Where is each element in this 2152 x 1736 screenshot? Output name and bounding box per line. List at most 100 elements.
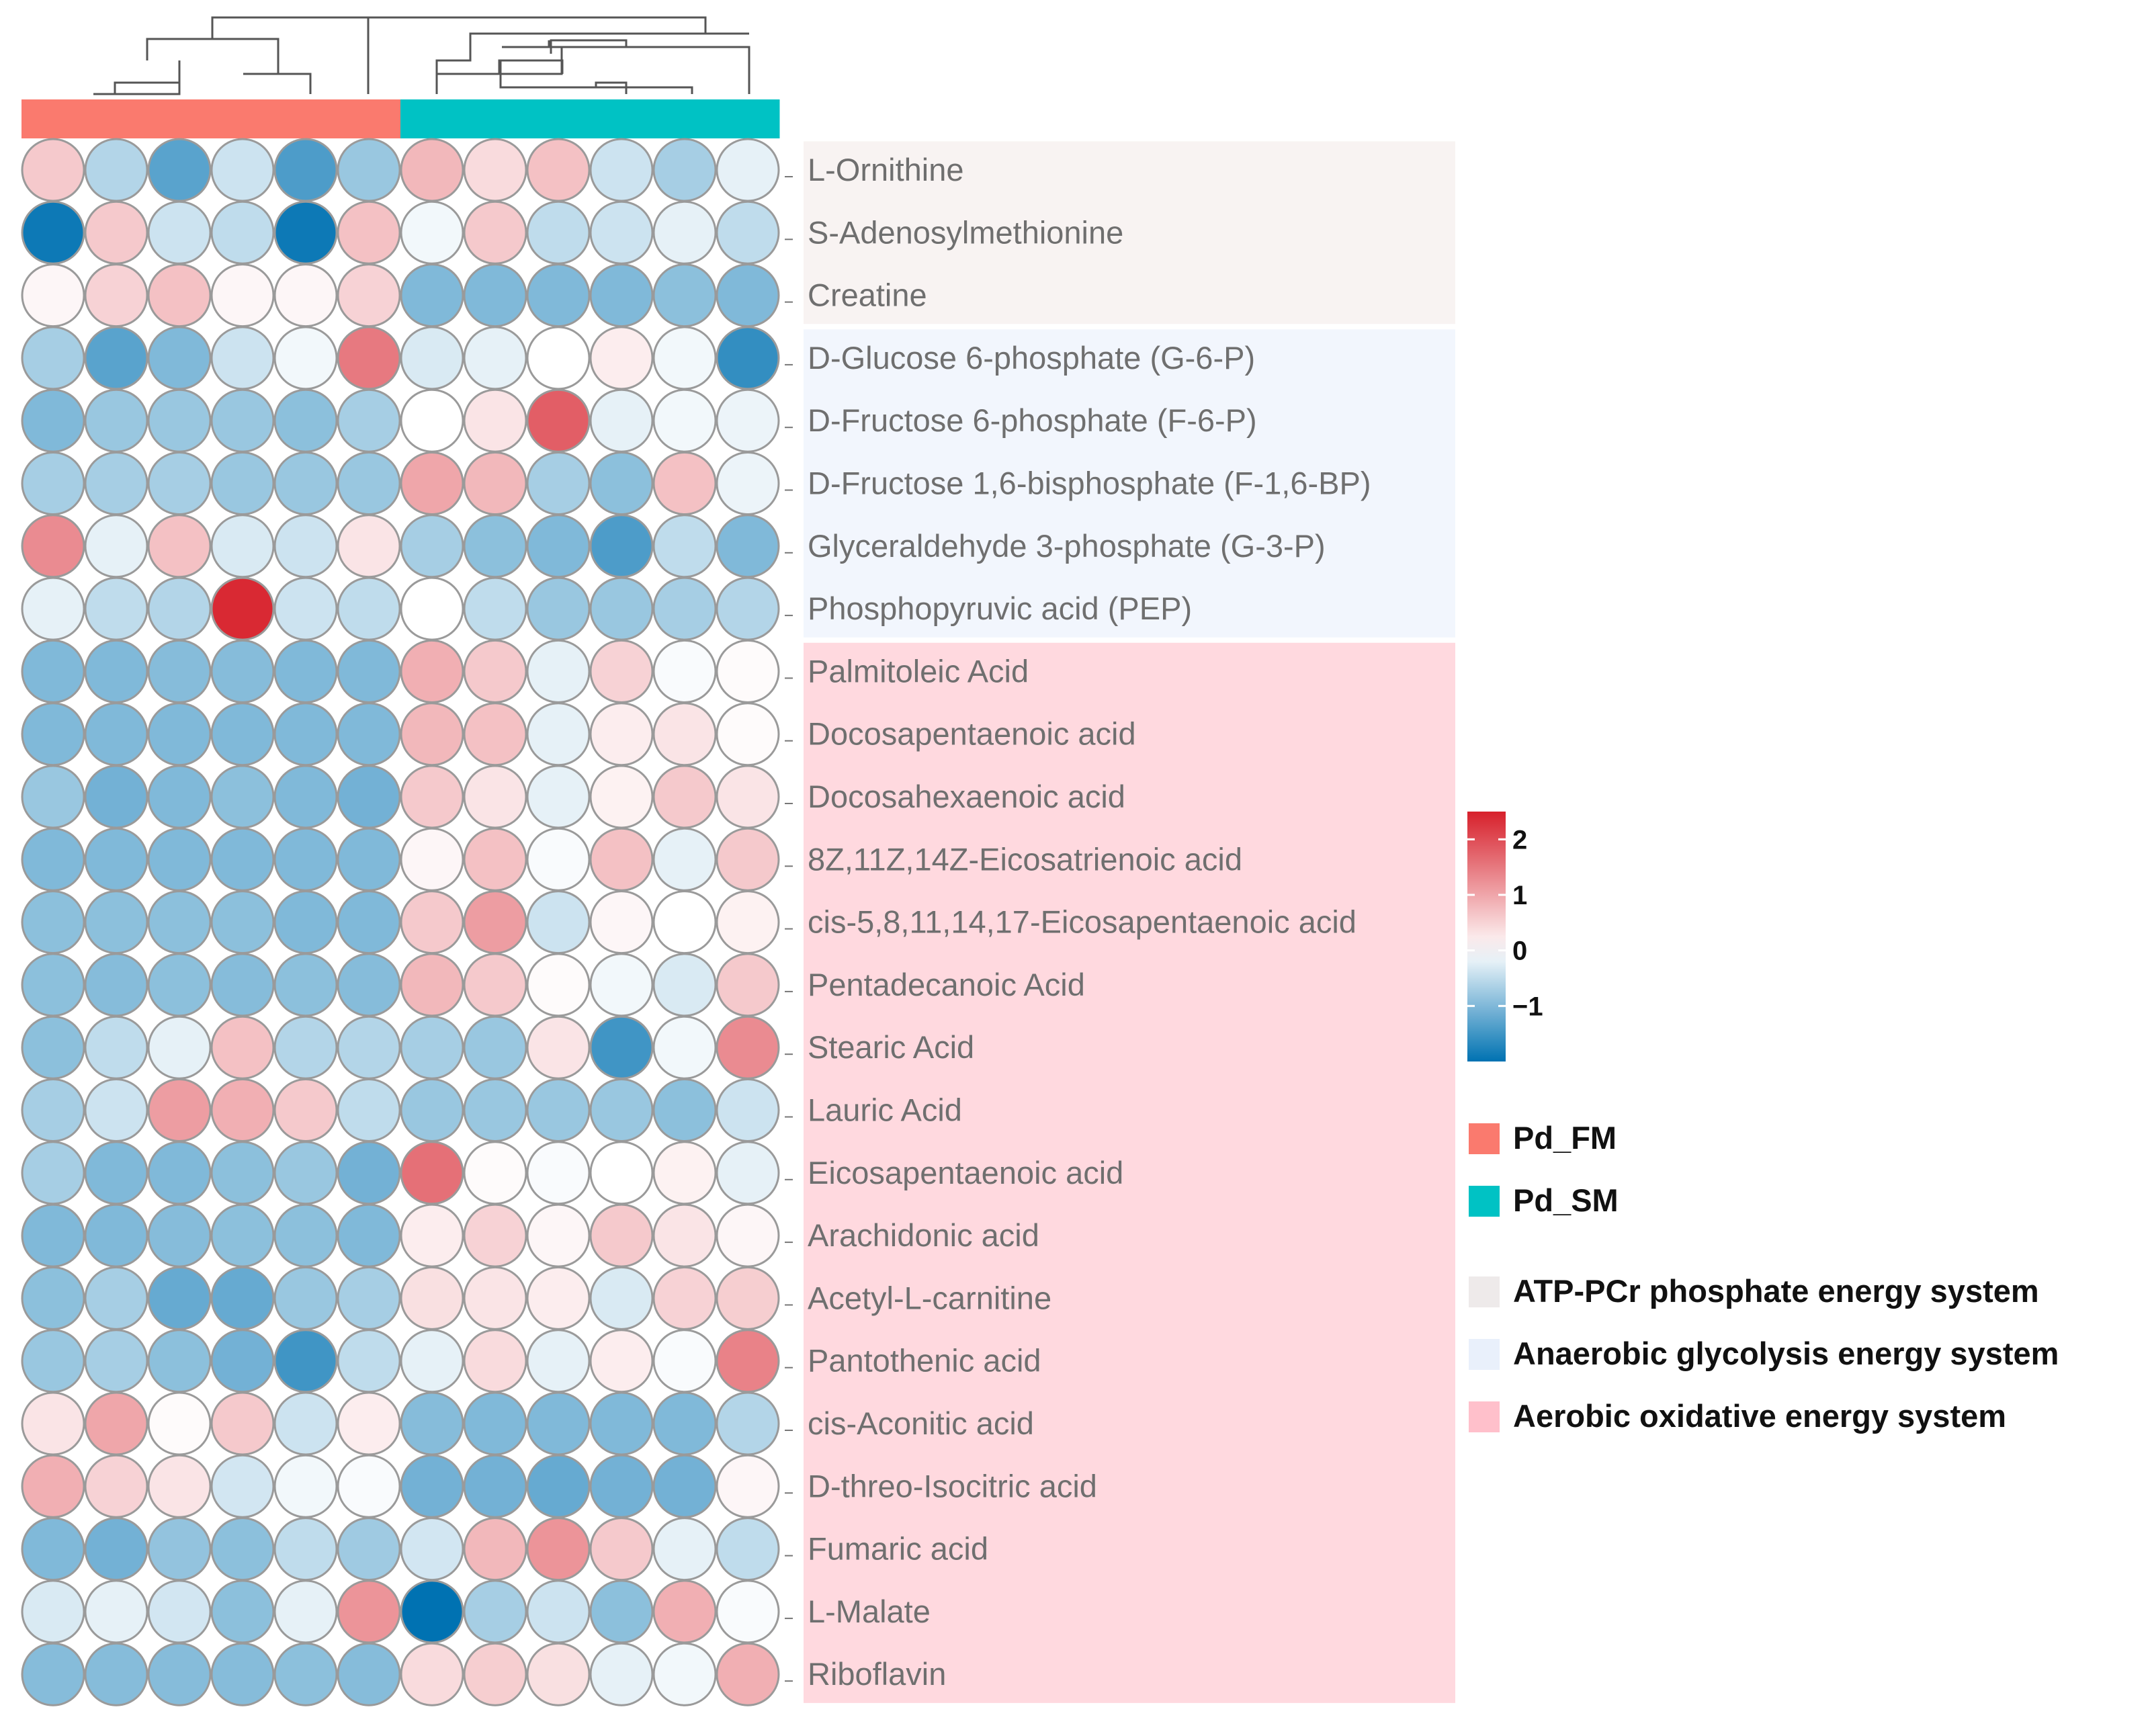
heatmap-cell xyxy=(463,1391,527,1456)
heatmap-cell xyxy=(589,702,654,767)
heatmap-cell xyxy=(652,138,717,202)
heatmap-cell xyxy=(652,1078,717,1142)
heatmap-cell xyxy=(337,1579,401,1644)
heatmap-cell xyxy=(400,827,464,892)
dendrogram-branch xyxy=(278,16,750,94)
group-bar-segment xyxy=(653,99,717,138)
heatmap-cell xyxy=(337,1078,401,1142)
heatmap-cell xyxy=(210,639,275,703)
heatmap-cell xyxy=(84,388,148,453)
heatmap-cell xyxy=(273,1579,338,1644)
heatmap-cell xyxy=(337,890,401,955)
heatmap-cell xyxy=(337,827,401,892)
legend-label: Pd_FM xyxy=(1513,1120,1617,1156)
heatmap-cell xyxy=(716,1329,780,1393)
heatmap-cell xyxy=(273,1329,338,1393)
heatmap-cell xyxy=(652,1454,717,1518)
metabolite-label: cis-5,8,11,14,17-Eicosapentaenoic acid xyxy=(808,904,1357,940)
heatmap-cell xyxy=(400,1078,464,1142)
heatmap-cell xyxy=(526,200,591,265)
heatmap-cell xyxy=(400,1642,464,1706)
heatmap-cell xyxy=(21,576,85,641)
heatmap-cell xyxy=(84,1141,148,1205)
heatmap-cell xyxy=(147,388,212,453)
heatmap-cell xyxy=(652,1517,717,1581)
heatmap-cell xyxy=(21,1015,85,1080)
heatmap-cell xyxy=(526,326,591,390)
heatmap-cell xyxy=(273,388,338,453)
heatmap-cell xyxy=(147,1078,212,1142)
heatmap-cell xyxy=(147,953,212,1017)
heatmap-cell xyxy=(589,890,654,955)
heatmap-cell xyxy=(147,514,212,578)
heatmap-cell xyxy=(21,953,85,1017)
heatmap-cells xyxy=(21,138,780,1706)
group-bar-segment xyxy=(211,99,275,138)
heatmap-cell xyxy=(337,953,401,1017)
heatmap-cell xyxy=(210,890,275,955)
heatmap-cell xyxy=(210,138,275,202)
heatmap-cell xyxy=(84,765,148,829)
heatmap-cell xyxy=(463,326,527,390)
heatmap-cell xyxy=(463,1329,527,1393)
heatmap-cell xyxy=(716,765,780,829)
heatmap-cell xyxy=(147,1329,212,1393)
metabolite-label: D-Fructose 6-phosphate (F-6-P) xyxy=(808,402,1257,438)
heatmap-cell xyxy=(716,576,780,641)
color-scale-bar xyxy=(1467,812,1506,1061)
heatmap-cell xyxy=(337,514,401,578)
heatmap-cell xyxy=(337,263,401,328)
metabolite-label: Eicosapentaenoic acid xyxy=(808,1155,1123,1190)
heatmap-cell xyxy=(463,1642,527,1706)
heatmap-cell xyxy=(652,576,717,641)
heatmap-cell xyxy=(337,1015,401,1080)
metabolite-label: L-Malate xyxy=(808,1594,931,1629)
heatmap-cell xyxy=(273,1642,338,1706)
heatmap-cell xyxy=(337,326,401,390)
metabolite-label: S-Adenosylmethionine xyxy=(808,214,1123,250)
metabolite-label: Fumaric acid xyxy=(808,1531,988,1567)
heatmap-cell xyxy=(652,1642,717,1706)
legend-label: Pd_SM xyxy=(1513,1182,1619,1218)
heatmap-cell xyxy=(337,138,401,202)
metabolite-label: Stearic Acid xyxy=(808,1029,974,1065)
background-anaerobic xyxy=(804,329,1455,638)
group-bar-segment xyxy=(21,99,85,138)
heatmap-cell xyxy=(652,388,717,453)
heatmap-cell xyxy=(84,1454,148,1518)
heatmap-cell xyxy=(589,451,654,515)
heatmap-cell xyxy=(21,702,85,767)
legend-label: Anaerobic glycolysis energy system xyxy=(1513,1336,2059,1371)
heatmap-cell xyxy=(400,576,464,641)
heatmap-cell xyxy=(400,890,464,955)
heatmap-cell xyxy=(147,702,212,767)
heatmap-cell xyxy=(652,263,717,328)
heatmap-cell xyxy=(589,326,654,390)
heatmap-cell xyxy=(21,1329,85,1393)
heatmap-cell xyxy=(400,639,464,703)
heatmap-cell xyxy=(589,1141,654,1205)
color-scale-tick-label: −1 xyxy=(1512,992,1543,1021)
heatmap-cell xyxy=(147,326,212,390)
heatmap-cell xyxy=(210,1391,275,1456)
heatmap-cell xyxy=(210,1517,275,1581)
heatmap-cell xyxy=(84,1015,148,1080)
heatmap-cell xyxy=(589,1266,654,1330)
metabolite-label: Docosahexaenoic acid xyxy=(808,779,1125,814)
heatmap-cell xyxy=(589,1642,654,1706)
metabolite-label: Docosapentaenoic acid xyxy=(808,716,1136,752)
heatmap-cell xyxy=(400,1579,464,1644)
heatmap-cell xyxy=(463,1454,527,1518)
heatmap-cell xyxy=(589,263,654,328)
heatmap-cell xyxy=(400,1266,464,1330)
heatmap-cell xyxy=(652,1203,717,1268)
heatmap-cell xyxy=(652,1329,717,1393)
heatmap-cell xyxy=(210,827,275,892)
heatmap-cell xyxy=(21,1266,85,1330)
heatmap-cell xyxy=(652,1141,717,1205)
column-dendrogram xyxy=(93,16,750,95)
heatmap-cell xyxy=(526,263,591,328)
energy-system-backgrounds xyxy=(804,141,1455,1703)
group-bar-segment xyxy=(464,99,527,138)
heatmap-cell xyxy=(652,953,717,1017)
